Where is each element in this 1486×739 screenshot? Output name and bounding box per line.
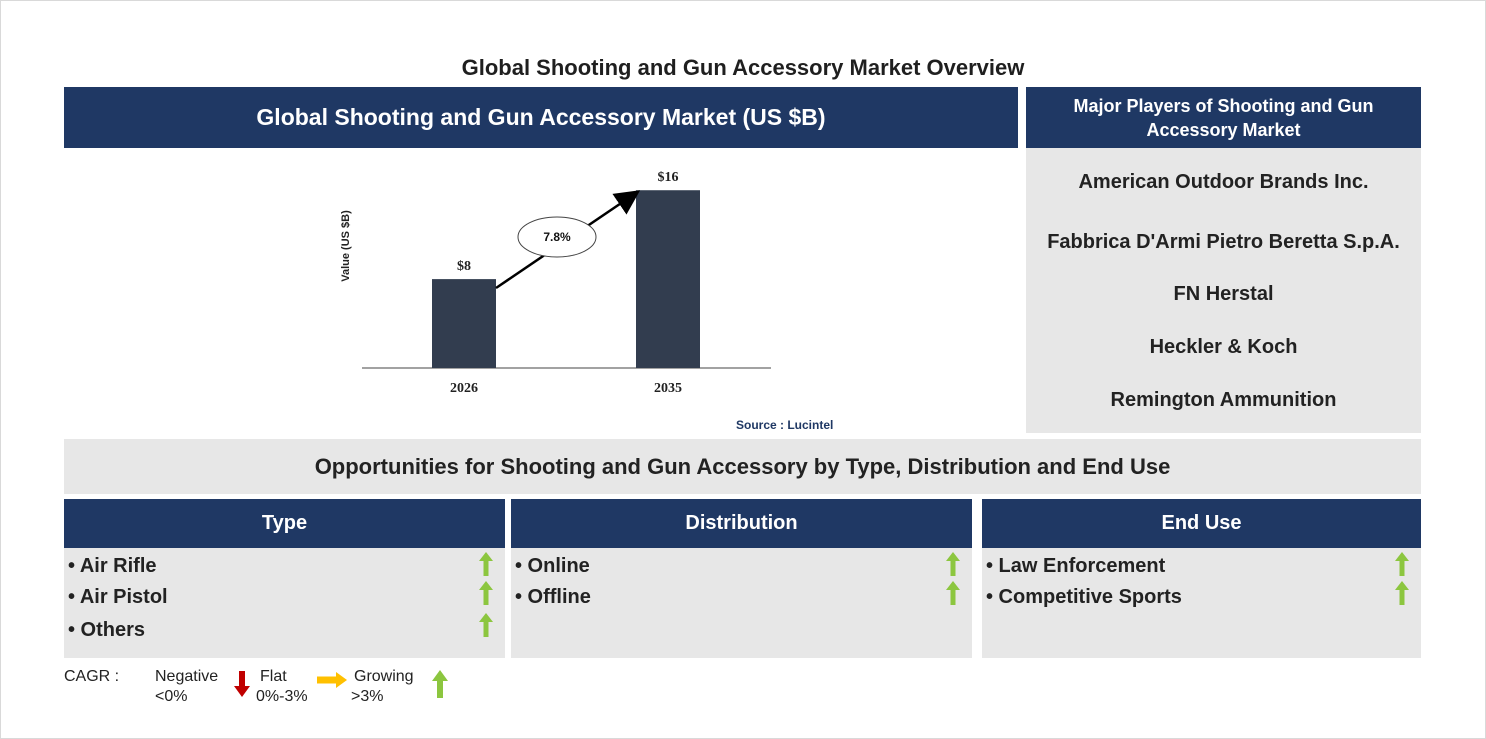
growth-up-arrow-icon (479, 581, 493, 605)
legend-flat-label: Flat (260, 668, 287, 685)
x-tick-label: 2026 (450, 381, 478, 396)
x-tick-label: 2035 (654, 381, 682, 396)
legend-negative-label: Negative (155, 668, 219, 685)
segment-item: • Air Rifle (68, 555, 157, 577)
chart-panel-header: Global Shooting and Gun Accessory Market… (64, 87, 1018, 148)
legend-negative-range: <0% (155, 688, 188, 705)
cagr-ellipse (517, 216, 597, 258)
opportunities-title: Opportunities for Shooting and Gun Acces… (64, 439, 1421, 494)
chart-source: Source : Lucintel (736, 418, 834, 432)
bar-2035 (636, 190, 700, 368)
players-panel-header: Major Players of Shooting and Gun Access… (1026, 87, 1421, 148)
growth-up-arrow-icon (479, 552, 493, 576)
bar-2026 (432, 279, 496, 368)
segment-body-type: • Air Rifle • Air Pistol • Others (64, 548, 505, 658)
player-item: Heckler & Koch (1149, 336, 1298, 358)
player-item: Fabbrica D'Armi Pietro Beretta S.p.A. (1047, 231, 1400, 253)
player-item: FN Herstal (1173, 283, 1274, 305)
segment-item: • Offline (515, 586, 591, 608)
segment-item: • Others (68, 619, 146, 641)
growing-up-arrow-icon (432, 670, 448, 698)
segment-item: • Law Enforcement (986, 555, 1166, 577)
legend-cagr-label: CAGR : (64, 668, 120, 685)
growth-up-arrow-icon (946, 552, 960, 576)
player-item: American Outdoor Brands Inc. (1078, 171, 1369, 193)
legend-growing-range: >3% (351, 688, 384, 705)
segment-body-end-use: • Law Enforcement • Competitive Sports (982, 548, 1421, 658)
bar-value-label: $16 (658, 170, 679, 185)
growth-up-arrow-icon (479, 613, 493, 637)
bar-value-label: $8 (457, 259, 471, 274)
y-axis-label: Value (US $B) (340, 210, 352, 282)
player-item: Remington Ammunition (1110, 389, 1337, 411)
segment-header-end-use: End Use (982, 499, 1421, 548)
growth-up-arrow-icon (1395, 581, 1409, 605)
segment-header-type: Type (64, 499, 505, 548)
legend-flat-range: 0%-3% (256, 688, 308, 705)
growth-up-arrow-icon (1395, 552, 1409, 576)
cagr-label: 7.8% (543, 230, 571, 244)
segment-item: • Online (515, 555, 590, 577)
growth-up-arrow-icon (946, 581, 960, 605)
segment-item: • Competitive Sports (986, 586, 1182, 608)
segment-body-distribution: • Online • Offline (511, 548, 972, 658)
segment-header-distribution: Distribution (511, 499, 972, 548)
players-list: American Outdoor Brands Inc. Fabbrica D'… (1026, 148, 1421, 433)
segment-item: • Air Pistol (68, 586, 168, 608)
page-title: Global Shooting and Gun Accessory Market… (461, 55, 1025, 80)
negative-down-arrow-icon (234, 671, 250, 697)
legend-growing-label: Growing (354, 668, 414, 685)
flat-right-arrow-icon (317, 672, 347, 688)
market-bar-chart: Value (US $B) $8 2026 $16 2035 7.8% (340, 170, 771, 396)
